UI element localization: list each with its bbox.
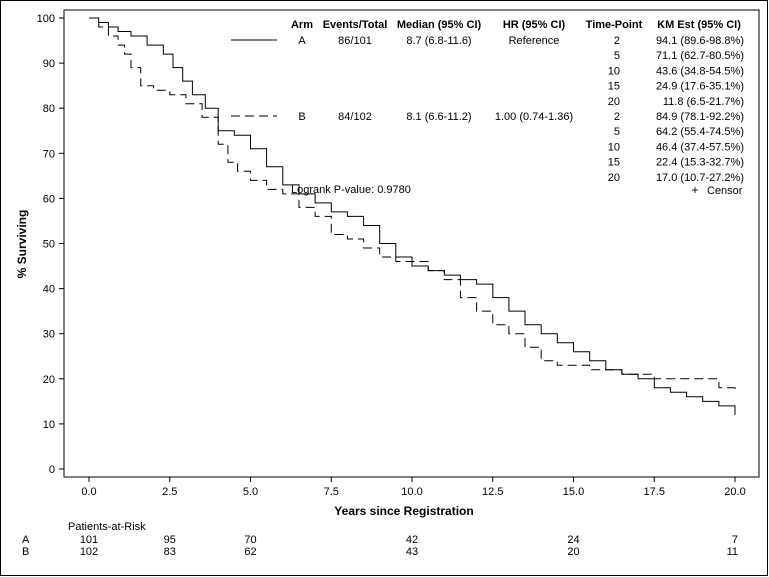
legend-km-estimate: 46.4 (37.4-57.5%): [656, 141, 744, 153]
censor-marker-icon: +: [691, 183, 698, 197]
risk-count: 62: [244, 546, 256, 558]
survival-curves: [89, 17, 736, 415]
y-axis: 0 10 20 30 40 50 60 70 80 90 100: [37, 13, 64, 476]
risk-count: 70: [244, 534, 256, 546]
x-tick-label: 17.5: [644, 486, 665, 498]
plot-area: [63, 9, 760, 478]
x-tick-label: 0.0: [81, 486, 96, 498]
legend-timepoint: 2: [614, 35, 620, 47]
legend-timepoint: 5: [614, 126, 620, 138]
risk-count: 95: [164, 534, 176, 546]
risk-count: 83: [164, 546, 176, 558]
legend-km-estimate: 84.9 (78.1-92.2%): [656, 111, 744, 123]
y-tick-label: 0: [49, 464, 55, 476]
legend-arm: A: [298, 35, 306, 47]
legend-arm: B: [298, 111, 305, 123]
y-tick-label: 70: [43, 148, 55, 160]
legend-timepoint: 5: [614, 50, 620, 62]
legend-header: Time-Point: [586, 19, 643, 31]
legend-km-estimate: 43.6 (34.8-54.5%): [656, 65, 744, 77]
risk-count: 20: [567, 546, 579, 558]
y-tick-label: 50: [43, 239, 55, 251]
legend-timepoint: 15: [608, 81, 620, 93]
legend-km-estimate: 64.2 (55.4-74.5%): [656, 126, 744, 138]
risk-count: 11: [727, 546, 738, 558]
legend-events-total: 86/101: [338, 35, 372, 47]
legend-km-estimate: 22.4 (15.3-32.7%): [656, 157, 744, 169]
x-tick-label: 12.5: [482, 486, 503, 498]
risk-row-arm: B: [22, 546, 29, 558]
x-tick-label: 7.5: [324, 486, 339, 498]
legend-km-estimate: 71.1 (62.7-80.5%): [656, 50, 744, 62]
risk-count: 43: [406, 546, 418, 558]
y-tick-label: 60: [43, 193, 55, 205]
x-axis: 0.0 2.5 5.0 7.5 10.0 12.5 15.0 17.5 20.0: [81, 477, 746, 498]
risk-row-arm: A: [22, 534, 30, 546]
legend-hr-ci: Reference: [509, 35, 560, 47]
legend-median-ci: 8.7 (6.8-11.6): [406, 35, 471, 47]
legend-events-total: 84/102: [338, 111, 372, 123]
legend-timepoint: 15: [608, 157, 620, 169]
legend-header: KM Est (95% CI): [657, 19, 741, 31]
x-tick-label: 2.5: [162, 486, 177, 498]
censor-label: Censor: [707, 185, 743, 197]
legend-table: Arm Events/Total Median (95% CI) HR (95% CI…: [231, 19, 744, 197]
legend-timepoint: 10: [608, 141, 620, 153]
y-tick-label: 100: [37, 13, 55, 25]
legend-header: Median (95% CI): [397, 19, 482, 31]
y-axis-label: % Surviving: [15, 210, 29, 279]
y-tick-label: 90: [43, 58, 55, 70]
series-A-curve: [89, 17, 736, 415]
legend-header: HR (95% CI): [503, 19, 566, 31]
logrank-annotation: Logrank P-value: 0.9780: [291, 184, 411, 196]
x-tick-label: 5.0: [243, 486, 258, 498]
legend-median-ci: 8.1 (6.6-11.2): [406, 111, 471, 123]
x-tick-label: 10.0: [401, 486, 422, 498]
x-tick-label: 15.0: [563, 486, 584, 498]
x-axis-label: Years since Registration: [334, 504, 473, 518]
risk-count: 7: [732, 534, 738, 546]
legend-header: Arm: [291, 19, 313, 31]
series-B-curve: [89, 17, 736, 393]
risk-count: 42: [406, 534, 418, 546]
legend-km-estimate: 94.1 (89.6-98.8%): [656, 35, 744, 47]
legend-km-estimate: 11.8 (6.5-21.7%): [663, 96, 744, 108]
y-tick-label: 80: [43, 103, 55, 115]
risk-count: 24: [567, 534, 579, 546]
risk-count: 101: [80, 534, 98, 546]
legend-timepoint: 10: [608, 65, 620, 77]
y-tick-label: 10: [43, 419, 55, 431]
legend-timepoint: 20: [608, 172, 620, 184]
risk-table-title: Patients-at-Risk: [68, 521, 146, 533]
y-tick-label: 30: [43, 329, 55, 341]
risk-count: 102: [80, 546, 98, 558]
legend-km-estimate: 17.0 (10.7-27.2%): [656, 172, 744, 184]
y-tick-label: 40: [43, 284, 55, 296]
risk-table: Patients-at-Risk A 101 95 70 42 24 7 B 102 83 62 43 2…: [22, 521, 738, 558]
legend-timepoint: 2: [614, 111, 620, 123]
y-tick-label: 20: [43, 374, 55, 386]
legend-hr-ci: 1.00 (0.74-1.36): [495, 111, 573, 123]
x-tick-label: 20.0: [724, 486, 745, 498]
legend-km-estimate: 24.9 (17.6-35.1%): [656, 81, 744, 93]
legend-header: Events/Total: [323, 19, 388, 31]
legend-timepoint: 20: [608, 96, 620, 108]
